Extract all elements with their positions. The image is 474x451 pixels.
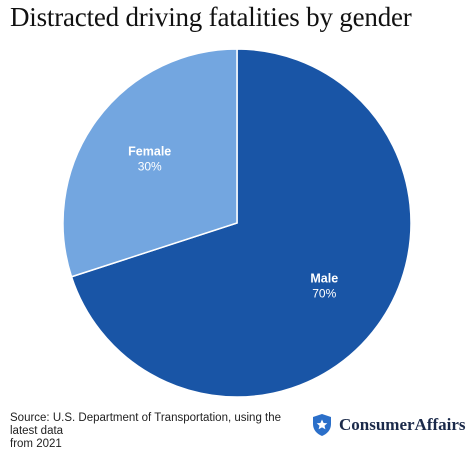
pie-slice-female	[62, 48, 238, 278]
chart-title: Distracted driving fatalities by gender	[10, 2, 412, 32]
brand-name: ConsumerAffairs	[339, 415, 466, 434]
slice-value-female: 30%	[138, 160, 162, 174]
source-line-2: from 2021	[10, 438, 62, 450]
slice-value-male: 70%	[312, 286, 336, 300]
source-note: Source: U.S. Department of Transportatio…	[10, 412, 310, 451]
star-shield-icon	[313, 414, 331, 436]
source-line-1: Source: U.S. Department of Transportatio…	[10, 412, 282, 437]
slice-label-male: Male	[310, 271, 338, 285]
slice-label-female: Female	[128, 145, 171, 159]
brand-logo: ConsumerAffairs	[311, 413, 466, 437]
pie-slice-male	[70, 48, 412, 398]
